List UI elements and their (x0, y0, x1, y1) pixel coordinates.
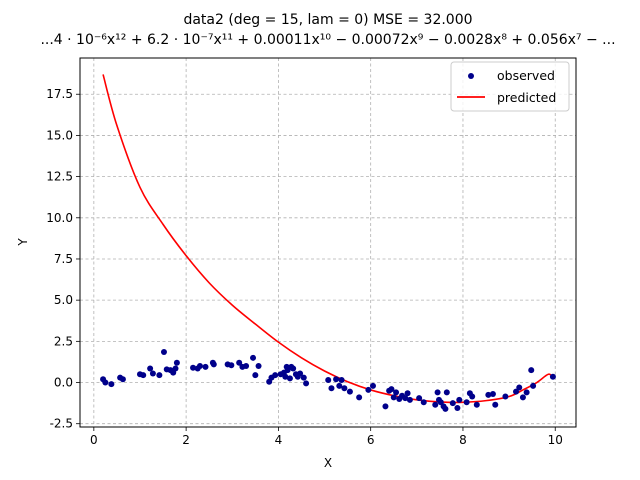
y-tick-label: 10.0 (46, 211, 73, 225)
observed-point (432, 401, 439, 408)
observed-point (463, 399, 470, 406)
observed-point (516, 384, 523, 391)
observed-point (328, 385, 335, 392)
observed-point (290, 365, 297, 372)
observed-point (149, 370, 156, 377)
y-tick-label: 7.5 (54, 252, 73, 266)
observed-point (173, 359, 180, 366)
observed-point (196, 363, 203, 370)
observed-point (485, 391, 492, 398)
observed-point (147, 365, 154, 372)
observed-point (210, 361, 217, 368)
predicted-series (102, 74, 554, 404)
legend-observed-label: observed (497, 68, 555, 83)
observed-point (469, 393, 476, 400)
predicted-line (102, 74, 554, 404)
observed-point (252, 372, 259, 379)
legend-box (450, 61, 570, 112)
observed-point (338, 377, 345, 384)
observed-point (382, 403, 389, 410)
observed-point (303, 380, 310, 387)
observed-point (255, 363, 262, 370)
observed-point (333, 376, 340, 383)
observed-point (549, 373, 556, 380)
y-tick-label: 0.0 (54, 376, 73, 390)
observed-point (528, 367, 535, 374)
x-tick-label: 10 (548, 433, 563, 447)
observed-point (119, 376, 126, 383)
observed-point (456, 396, 463, 403)
observed-point (449, 400, 456, 407)
chart-subtitle: ...4 · 10⁻⁶x¹² + 6.2 · 10⁻⁷x¹¹ + 0.00011… (40, 32, 615, 48)
observed-point (190, 364, 197, 371)
observed-point (492, 401, 499, 408)
observed-point (530, 382, 537, 389)
observed-point (404, 390, 411, 397)
observed-point (243, 363, 250, 370)
observed-point (519, 394, 526, 401)
x-tick-label: 8 (459, 433, 467, 447)
observed-point (300, 374, 307, 381)
observed-point (336, 382, 343, 389)
observed-point (202, 363, 209, 370)
y-tick-label: 2.5 (54, 334, 73, 348)
chart-title: data2 (deg = 15, lam = 0) MSE = 32.000 (183, 12, 472, 28)
x-tick-label: 4 (275, 433, 283, 447)
observed-point (108, 381, 115, 388)
observed-point (102, 379, 109, 386)
observed-point (356, 394, 363, 401)
y-tick-label: -2.5 (50, 417, 73, 431)
observed-point (402, 395, 409, 402)
observed-point (282, 373, 289, 380)
x-tick-label: 2 (182, 433, 190, 447)
observed-point (369, 382, 376, 389)
observed-point (228, 362, 235, 369)
x-axis-label: X (324, 456, 332, 470)
y-axis-label: Y (16, 238, 30, 247)
observed-series (100, 349, 556, 412)
observed-point (388, 386, 395, 393)
y-tick-label: 12.5 (46, 170, 73, 184)
observed-point (434, 389, 441, 396)
observed-point (442, 405, 449, 412)
observed-point (341, 385, 348, 392)
observed-point (365, 386, 372, 393)
observed-point (236, 359, 243, 366)
observed-point (272, 372, 279, 379)
observed-point (160, 349, 167, 356)
observed-point (513, 388, 520, 395)
observed-point (390, 394, 397, 401)
y-tick-label: 17.5 (46, 87, 73, 101)
legend: observed predicted (450, 61, 570, 112)
observed-point (156, 372, 163, 379)
y-tick-label: 5.0 (54, 293, 73, 307)
legend-observed-marker (468, 73, 474, 79)
observed-point (325, 377, 332, 384)
observed-point (346, 388, 353, 395)
observed-point (286, 375, 293, 382)
x-tick-label: 6 (367, 433, 375, 447)
legend-predicted-label: predicted (497, 90, 556, 105)
observed-point (172, 365, 179, 372)
observed-point (523, 389, 530, 396)
observed-point (297, 370, 304, 377)
y-tick-label: 15.0 (46, 128, 73, 142)
observed-point (454, 405, 461, 412)
observed-point (489, 391, 496, 398)
observed-point (473, 401, 480, 408)
plot-frame (79, 57, 577, 428)
observed-point (250, 354, 257, 361)
observed-point (416, 395, 423, 402)
observed-point (502, 393, 509, 400)
observed-point (140, 372, 147, 379)
axis-ticks: 0 2 4 6 8 10 -2.5 0.0 2.5 5.0 7.5 10.0 12.5 15.0 17.5 (46, 87, 563, 447)
observed-point (393, 389, 400, 396)
observed-point (443, 389, 450, 396)
observed-point (406, 396, 413, 403)
observed-point (420, 399, 427, 406)
x-tick-label: 0 (90, 433, 98, 447)
